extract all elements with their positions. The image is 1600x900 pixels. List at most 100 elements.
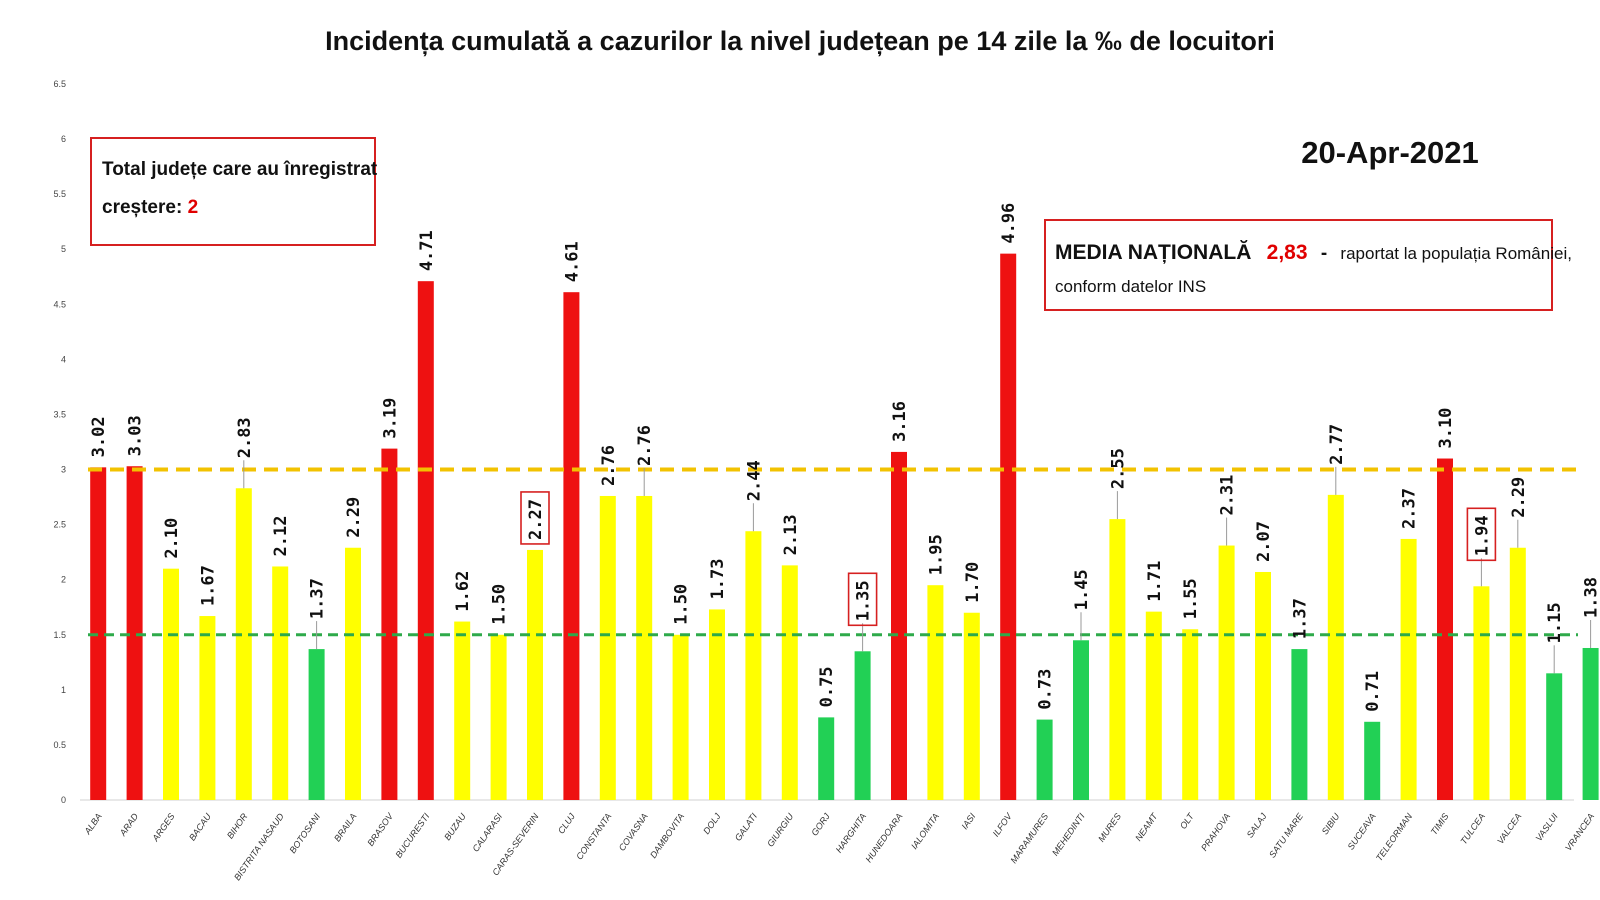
- bar-suceava: [1364, 721, 1381, 800]
- x-tick-label: CONSTANTA: [574, 811, 613, 861]
- x-tick-label: MARAMURES: [1008, 811, 1050, 865]
- value-label: 1.35: [854, 580, 874, 621]
- value-label-highlight-box: [847, 572, 878, 627]
- bar-olt: [1182, 629, 1199, 800]
- value-label: 1.15: [1545, 602, 1565, 643]
- increase-info-box-frame: [90, 137, 376, 246]
- x-tick-label: MURES: [1096, 811, 1123, 843]
- increase-info-line2: creștere: 2: [102, 197, 198, 218]
- x-tick-label: DAMBOVITA: [648, 811, 686, 860]
- bar-ilfov: [1000, 253, 1017, 801]
- value-label-highlight-box: [520, 491, 550, 545]
- value-label: 4.61: [562, 241, 582, 282]
- y-tick-label: 5.5: [53, 189, 66, 199]
- bar-caras-severin: [527, 549, 543, 800]
- value-label: 2.29: [344, 497, 364, 538]
- value-label: 2.31: [1218, 475, 1238, 516]
- x-tick-label: ILFOV: [991, 811, 1015, 839]
- value-label: 3.19: [380, 398, 400, 439]
- x-tick-label: VRANCEA: [1563, 811, 1596, 852]
- value-label: 2.83: [235, 417, 255, 458]
- bar-tulcea: [1473, 586, 1490, 800]
- x-tick-label: SUCEAVA: [1346, 811, 1378, 851]
- increase-info-prefix: creștere:: [102, 197, 188, 218]
- value-label: 1.55: [1181, 578, 1201, 619]
- bar-vrancea: [1582, 647, 1599, 800]
- bar-harghita: [854, 651, 871, 800]
- y-tick-label: 3.5: [53, 409, 66, 419]
- value-label: 0.71: [1363, 671, 1383, 712]
- bar-sibiu: [1327, 494, 1344, 800]
- bar-teleorman: [1400, 538, 1417, 800]
- x-tick-label: BUZAU: [442, 811, 468, 842]
- x-tick-label: IALOMITA: [909, 811, 941, 851]
- reference-lines: [88, 467, 1578, 637]
- bar-alba: [90, 467, 107, 800]
- value-label: 0.75: [817, 666, 837, 707]
- value-label: 1.37: [1290, 598, 1310, 639]
- bar-mures: [1109, 519, 1126, 800]
- value-label: 2.44: [744, 460, 764, 501]
- value-label: 1.50: [490, 584, 510, 625]
- value-label: 1.73: [708, 558, 728, 599]
- y-tick-label: 0: [61, 795, 66, 805]
- bar-maramures: [1036, 719, 1053, 800]
- bar-calarasi: [490, 634, 507, 800]
- x-tick-label: CLUJ: [556, 811, 577, 836]
- value-label: 3.16: [890, 401, 910, 442]
- value-label: 2.27: [526, 499, 546, 540]
- national-average-value: 2,83: [1267, 241, 1308, 264]
- x-tick-label: BIHOR: [225, 811, 250, 840]
- bar-bacau: [199, 616, 216, 800]
- x-tick-label: BRAILA: [332, 811, 359, 843]
- increase-info-count: 2: [188, 197, 199, 218]
- x-tick-label: GALATI: [733, 811, 759, 843]
- bar-gorj: [818, 717, 835, 800]
- value-label: 3.02: [89, 416, 109, 457]
- x-tick-label: MEHEDINTI: [1050, 811, 1087, 858]
- x-tick-label: VASLUI: [1534, 811, 1561, 843]
- bar-constanta: [599, 495, 616, 800]
- national-average-box-frame: [1044, 219, 1553, 311]
- bar-dolj: [709, 609, 725, 800]
- value-label: 0.73: [1036, 669, 1056, 710]
- national-average-dash: -: [1321, 243, 1327, 264]
- value-label: 4.71: [417, 230, 437, 271]
- bar-timis: [1437, 458, 1453, 800]
- bar-covasna: [636, 495, 653, 800]
- x-tick-label: HARGHITA: [834, 811, 868, 854]
- value-label: 1.94: [1472, 515, 1492, 556]
- chart-date: 20-Apr-2021: [1301, 135, 1478, 170]
- value-label: 2.37: [1400, 488, 1420, 529]
- value-label: 1.95: [926, 534, 946, 575]
- y-tick-label: 4: [61, 354, 66, 364]
- y-tick-label: 1: [61, 685, 66, 695]
- value-label: 2.76: [635, 425, 655, 466]
- value-label: 1.38: [1582, 577, 1600, 618]
- bar-bistrita-nasaud: [272, 566, 289, 800]
- value-label: 2.10: [162, 518, 182, 559]
- bar-buzau: [454, 621, 471, 800]
- value-label: 2.29: [1509, 477, 1529, 518]
- value-label: 1.70: [963, 562, 983, 603]
- y-tick-label: 0.5: [53, 740, 66, 750]
- national-average-line1: MEDIA NAȚIONALĂ 2,83 - raportat la popul…: [1055, 241, 1572, 264]
- value-label: 1.45: [1072, 569, 1092, 610]
- value-label: 3.03: [126, 415, 146, 456]
- bar-hunedoara: [891, 451, 907, 800]
- x-tick-label: BOTOSANI: [287, 811, 322, 855]
- value-label: 2.55: [1108, 448, 1128, 489]
- x-tick-label: PRAHOVA: [1199, 811, 1232, 852]
- increase-info-box: Total județe care au înregistrat creșter…: [90, 137, 378, 246]
- x-tick-label: TULCEA: [1458, 811, 1487, 846]
- y-tick-label: 2.5: [53, 520, 66, 530]
- value-label: 1.67: [198, 565, 218, 606]
- x-tick-label: ARAD: [117, 811, 140, 838]
- y-tick-label: 5: [61, 244, 66, 254]
- national-average-rest: raportat la populația României,: [1340, 244, 1572, 263]
- bar-neamt: [1145, 611, 1162, 800]
- bar-valcea: [1509, 547, 1526, 800]
- bar-ialomita: [927, 585, 944, 800]
- bar-prahova: [1218, 545, 1235, 800]
